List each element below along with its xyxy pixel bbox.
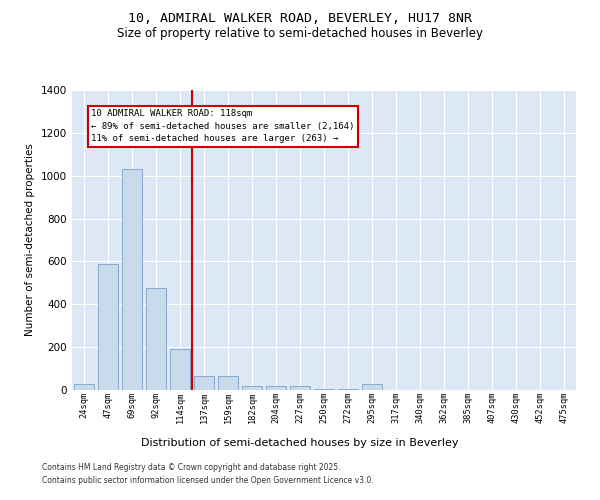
Bar	[242, 386, 262, 390]
Bar	[290, 386, 310, 390]
Bar	[146, 288, 166, 390]
Text: 10 ADMIRAL WALKER ROAD: 118sqm
← 89% of semi-detached houses are smaller (2,164): 10 ADMIRAL WALKER ROAD: 118sqm ← 89% of …	[91, 110, 355, 144]
Bar	[98, 264, 118, 390]
Bar	[266, 386, 286, 390]
Bar	[218, 376, 238, 390]
Text: Contains public sector information licensed under the Open Government Licence v3: Contains public sector information licen…	[42, 476, 374, 485]
Bar	[74, 384, 94, 390]
Bar	[194, 376, 214, 390]
Text: Size of property relative to semi-detached houses in Beverley: Size of property relative to semi-detach…	[117, 28, 483, 40]
Text: Contains HM Land Registry data © Crown copyright and database right 2025.: Contains HM Land Registry data © Crown c…	[42, 464, 341, 472]
Bar	[362, 384, 382, 390]
Bar	[170, 348, 190, 390]
Bar	[122, 170, 142, 390]
Text: 10, ADMIRAL WALKER ROAD, BEVERLEY, HU17 8NR: 10, ADMIRAL WALKER ROAD, BEVERLEY, HU17 …	[128, 12, 472, 26]
Text: Distribution of semi-detached houses by size in Beverley: Distribution of semi-detached houses by …	[141, 438, 459, 448]
Bar	[338, 389, 358, 390]
Y-axis label: Number of semi-detached properties: Number of semi-detached properties	[25, 144, 35, 336]
Bar	[314, 389, 334, 390]
